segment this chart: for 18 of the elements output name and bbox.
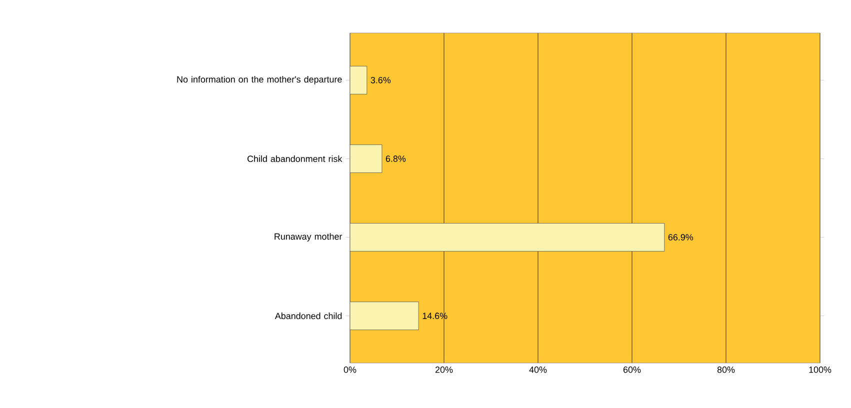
x-tick-label: 100% [809, 366, 832, 373]
bar [350, 144, 382, 173]
bar [350, 223, 665, 252]
x-tick-label: 80% [717, 366, 735, 373]
data-label: 66.9% [668, 234, 694, 240]
x-tick-label: 40% [529, 366, 547, 373]
data-label: 6.8% [386, 156, 406, 162]
data-label: 14.6% [422, 312, 448, 320]
x-tick-label: 20% [435, 366, 453, 373]
y-tick-label: Abandoned child [274, 312, 342, 320]
data-label: 3.6% [370, 76, 391, 84]
y-tick-label: Child abandonment risk [247, 155, 342, 162]
bar [350, 66, 368, 94]
x-tick-label: 60% [623, 366, 641, 373]
y-tick-label: No information on the mother's departure [177, 76, 342, 84]
bar [350, 302, 419, 330]
x-tick-label: 0% [344, 366, 356, 373]
y-tick-label: Runaway mother [274, 233, 342, 242]
